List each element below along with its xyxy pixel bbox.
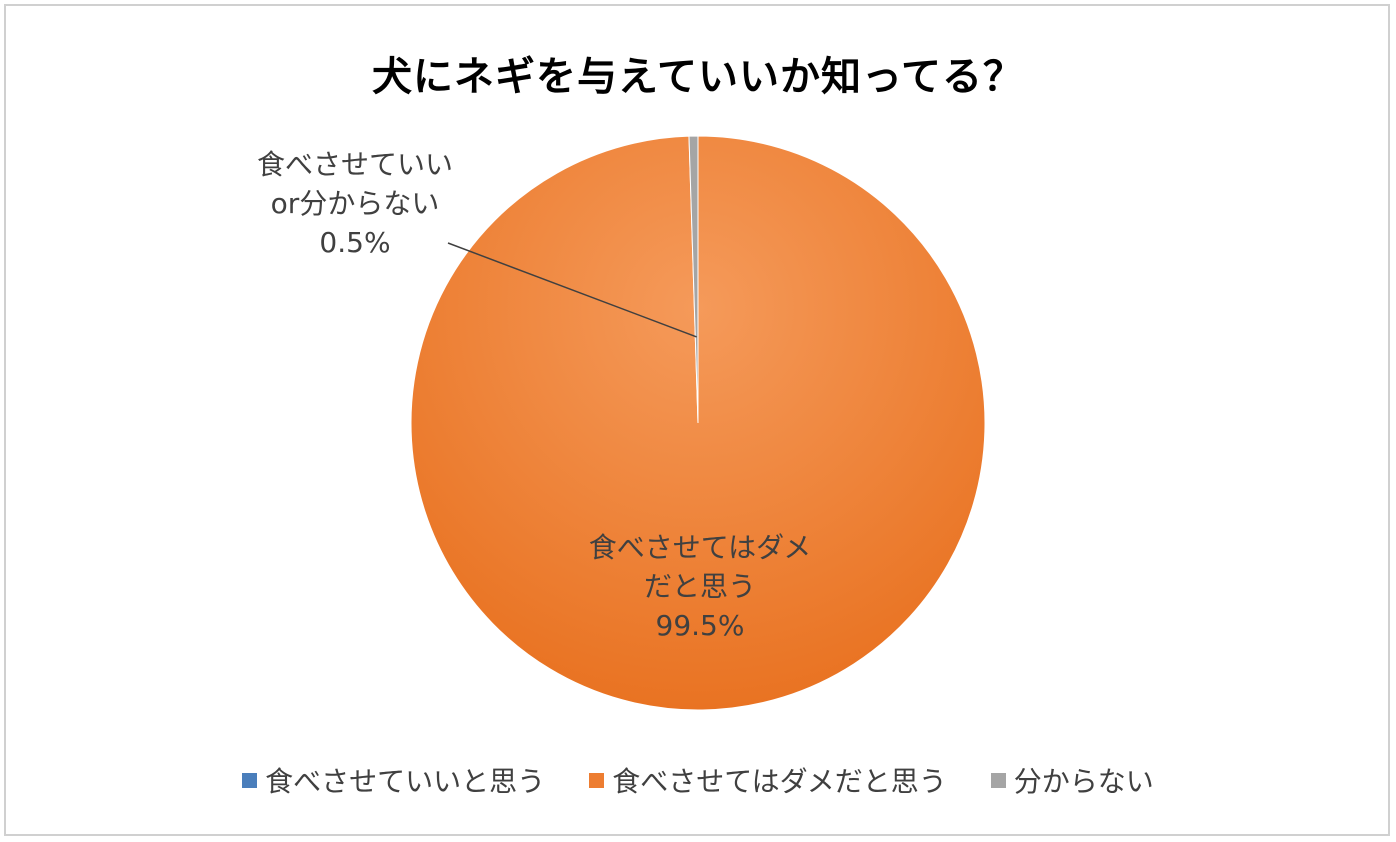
- data-label-inside: 食べさせてはダメ だと思う 99.5%: [560, 528, 840, 645]
- legend-swatch-ok: [242, 772, 258, 788]
- legend-item-ok: 食べさせていいと思う: [242, 760, 545, 800]
- legend-swatch-ng: [589, 772, 605, 788]
- legend-item-unknown: 分からない: [990, 760, 1154, 800]
- pie-slice-unknown: [688, 135, 699, 424]
- data-label-inside-percent: 99.5%: [655, 609, 745, 642]
- data-label-outside: 食べさせていい or分からない 0.5%: [230, 145, 480, 262]
- legend-item-ng: 食べさせてはダメだと思う: [589, 760, 947, 800]
- data-label-outside-percent: 0.5%: [319, 226, 391, 259]
- legend-label-unknown: 分からない: [1013, 765, 1154, 798]
- data-label-inside-line2: だと思う: [643, 570, 756, 603]
- legend-label-ng: 食べさせてはダメだと思う: [612, 765, 947, 798]
- data-label-leader-line: [447, 242, 697, 338]
- data-label-outside-line2: or分からない: [270, 187, 440, 220]
- chart-legend: 食べさせていいと思う 食べさせてはダメだと思う 分からない: [0, 760, 1396, 800]
- legend-swatch-unknown: [990, 772, 1006, 788]
- data-label-outside-line1: 食べさせていい: [256, 148, 453, 181]
- legend-label-ok: 食べさせていいと思う: [265, 765, 546, 798]
- data-label-inside-line1: 食べさせてはダメ: [588, 531, 812, 564]
- chart-title: 犬にネギを与えていいか知ってる？: [372, 54, 1024, 100]
